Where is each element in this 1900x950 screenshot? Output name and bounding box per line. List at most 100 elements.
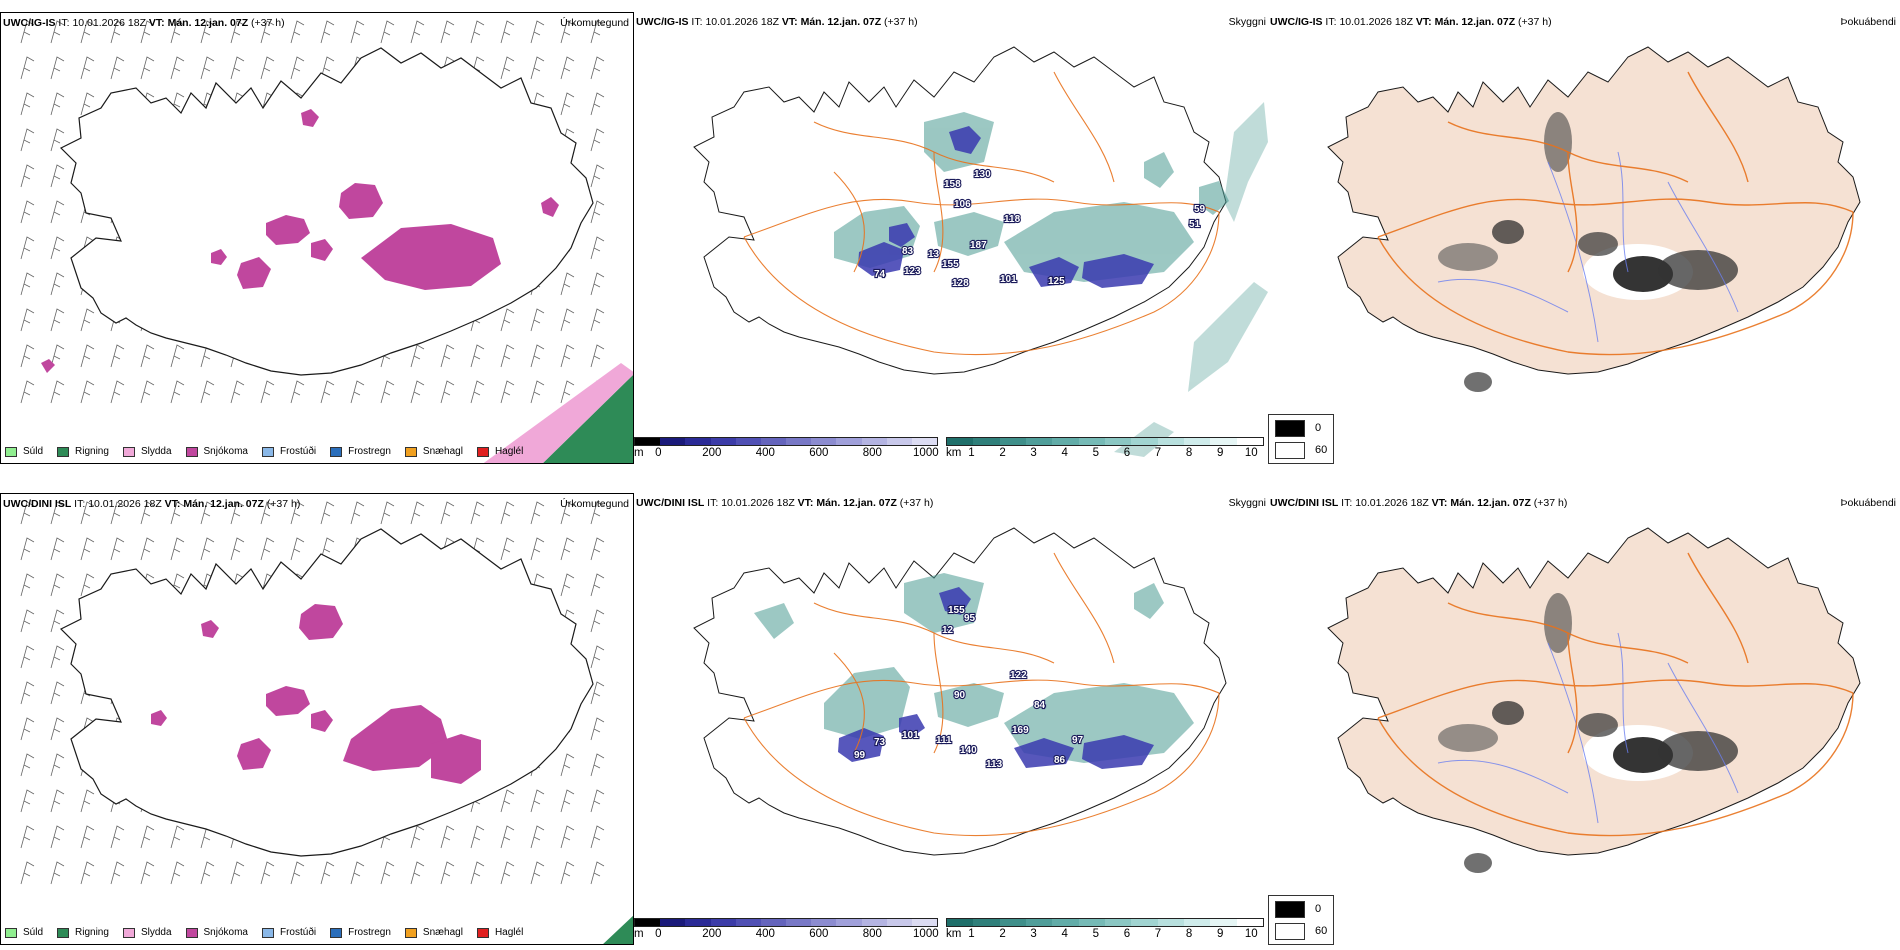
fog-legend-row2: 0 60 [1268, 895, 1335, 945]
wind-barb [440, 344, 455, 368]
wind-barb [80, 380, 95, 404]
wind-barb [590, 645, 605, 669]
wind-barb [320, 380, 335, 404]
visibility-colorbar: 1 2 3 4 5 6 7 8 9 10 km [946, 437, 1264, 464]
colorbar-step [973, 919, 1000, 926]
wind-barb [20, 164, 35, 188]
wind-barb [80, 861, 95, 885]
wind-barb [80, 501, 95, 525]
ceiling-label: 118 [1004, 214, 1021, 225]
colorbar-step [660, 919, 686, 926]
fog-header-row2: UWC/DINI ISL IT: 10.01.2026 18Z VT: Mán.… [1270, 497, 1568, 509]
wind-barb [230, 56, 245, 80]
wind-barb [80, 825, 95, 849]
precip-type-legend: Súld Rigning Slydda Snjókoma Frostúði Fr… [5, 446, 523, 457]
legend-swatch [57, 927, 70, 938]
wind-barb [50, 717, 65, 741]
colorbar-tick: 600 [809, 928, 829, 940]
visibility-panel-row1: 74 83 123 13 155 128 101 125 187 118 106 130 158 59 51… [634, 12, 1268, 464]
wind-barb [380, 501, 395, 525]
fog-map [1327, 527, 1861, 873]
wind-barb [170, 344, 185, 368]
wind-barb [50, 200, 65, 224]
ceiling-label: 84 [1034, 700, 1046, 711]
wind-barb [80, 537, 95, 561]
colorbar-tick: 0 [655, 928, 662, 940]
wind-barb [590, 573, 605, 597]
wind-barb [590, 753, 605, 777]
wind-barb [590, 92, 605, 116]
wind-barb [530, 537, 545, 561]
colorbar-step [911, 438, 938, 445]
wind-barb [80, 344, 95, 368]
colorbar-step [999, 438, 1026, 445]
ceiling-label: 111 [936, 735, 952, 746]
wind-barb [20, 537, 35, 561]
ceiling-label: 123 [904, 266, 921, 277]
wind-barb [560, 344, 575, 368]
precip-type-map [20, 20, 633, 463]
wind-barb [170, 56, 185, 80]
wind-barb [530, 308, 545, 332]
wind-barb [110, 537, 125, 561]
legend-swatch [330, 446, 343, 457]
legend-swatch [185, 927, 198, 938]
legend-swatch [404, 446, 417, 457]
wind-barb [110, 380, 125, 404]
colorbar-step [760, 438, 787, 445]
colorbar-tick: 1000 [913, 447, 939, 459]
fog-legend-item: 60 [1275, 439, 1327, 461]
legend-swatch [57, 446, 70, 457]
fog-legend-swatch [1275, 922, 1305, 940]
wind-barb [50, 609, 65, 633]
colorbar-tick: 6 [1123, 928, 1131, 940]
wind-barb [350, 20, 365, 44]
legend-swatch [122, 446, 135, 457]
wind-barb [20, 308, 35, 332]
visibility-colorbar-ticks: 1 2 3 4 5 6 7 8 9 10 [946, 928, 1264, 942]
colorbar-tick: 3 [1030, 447, 1037, 459]
wind-barb [410, 861, 425, 885]
wind-barb [140, 825, 155, 849]
panel-title: Úrkomutegund [560, 17, 629, 29]
wind-barb [50, 128, 65, 152]
legend-item: Slydda [122, 927, 172, 938]
wind-barb [170, 825, 185, 849]
roads [1377, 71, 1854, 356]
rain-area [603, 915, 633, 944]
wind-barb [500, 344, 515, 368]
wind-barb [80, 573, 95, 597]
wind-barb [50, 92, 65, 116]
wind-barb [110, 825, 125, 849]
colorbar-step [1183, 438, 1211, 445]
wind-barb [410, 344, 425, 368]
wind-barb [530, 344, 545, 368]
wind-barb [260, 501, 275, 525]
colorbar-step [685, 919, 711, 926]
colorbar-step [710, 919, 736, 926]
wind-barb [20, 789, 35, 813]
colorbar-step [1210, 438, 1237, 445]
wind-barb [470, 380, 485, 404]
wind-barb [80, 308, 95, 332]
wind-barb [560, 501, 575, 525]
visibility-colorbar: 1 2 3 4 5 6 7 8 9 10 km [946, 918, 1264, 945]
colorbar-tick: 800 [862, 447, 882, 459]
ceiling-label: 95 [964, 613, 976, 624]
wind-barb [590, 609, 605, 633]
colorbar-step [786, 438, 812, 445]
colorbar-step [635, 438, 661, 445]
colorbar-tick: 600 [809, 447, 829, 459]
fog-legend-swatch [1275, 419, 1305, 437]
ceiling-label: 90 [954, 690, 966, 701]
legend-swatch [404, 927, 417, 938]
wind-barb [110, 501, 125, 525]
colorbar-step [1052, 438, 1079, 445]
wind-barb [20, 681, 35, 705]
wind-barb [140, 861, 155, 885]
wind-barb [290, 501, 305, 525]
ceiling-label: 12 [942, 625, 954, 636]
roads [1377, 552, 1854, 837]
wind-barb [140, 344, 155, 368]
